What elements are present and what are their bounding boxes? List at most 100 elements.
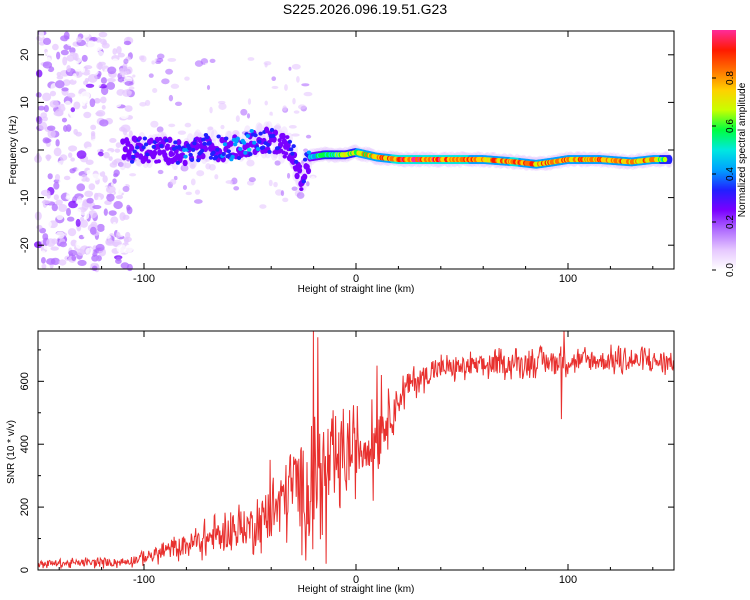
spectrogram-marks (33, 28, 674, 273)
noise-blob (119, 212, 126, 221)
noise-blob (68, 200, 78, 209)
ridge-core (175, 160, 181, 165)
ridge-core (273, 150, 279, 155)
noise-blob (64, 100, 72, 110)
ridge-core (127, 155, 132, 160)
ridge-outer (305, 167, 312, 175)
noise-blob (56, 211, 64, 221)
scatter-blob (284, 84, 288, 91)
scatter-blob (156, 53, 165, 60)
scatter-blob (303, 91, 313, 97)
ridge-core (277, 138, 282, 143)
noise-blob (56, 51, 61, 60)
ridge-outer (152, 149, 158, 157)
noise-blob (128, 130, 133, 138)
ridge-core (287, 139, 293, 144)
noise-blob (81, 54, 88, 62)
scatter-blob (177, 130, 187, 135)
ridge-core (168, 159, 173, 164)
noise-blob (88, 183, 96, 191)
noise-blob (47, 173, 53, 180)
ridge-core (260, 145, 266, 150)
scatter-blob (310, 175, 316, 182)
scatter-blob (247, 57, 255, 61)
scatter-blob (247, 98, 252, 105)
scatter-blob (220, 124, 225, 130)
noise-blob (98, 31, 108, 38)
ridge-core (222, 142, 228, 147)
noise-blob (56, 71, 62, 77)
noise-blob (109, 138, 117, 143)
noise-blob (43, 37, 52, 45)
noise-blob (67, 228, 77, 237)
noise-blob (113, 173, 119, 178)
spectrogram-xlabel: Height of straight line (km) (298, 284, 415, 295)
noise-blob (115, 195, 124, 200)
noise-blob (87, 73, 98, 83)
noise-blob (46, 154, 51, 162)
noise-blob (119, 112, 129, 119)
ridge-core (226, 149, 231, 154)
noise-blob (53, 63, 60, 69)
noise-blob (122, 198, 128, 204)
noise-blob (80, 67, 86, 73)
noise-blob (100, 96, 107, 104)
ridge-core (211, 150, 216, 155)
noise-blob (76, 36, 82, 43)
noise-blob (53, 194, 59, 201)
ridge-core (271, 133, 276, 138)
noise-blob (62, 56, 68, 66)
noise-blob (68, 145, 78, 152)
noise-blob (89, 68, 99, 76)
ridge-halo (210, 129, 218, 142)
noise-blob (112, 221, 117, 230)
ridge-core (131, 154, 136, 159)
noise-blob (126, 204, 131, 211)
scatter-blob (248, 177, 256, 183)
ridge-core (143, 142, 149, 147)
snr-series-line (37, 330, 675, 569)
noise-blob (63, 31, 70, 40)
noise-blob (75, 218, 81, 227)
y-tick-label: 600 (19, 372, 31, 390)
noise-blob (120, 222, 128, 230)
noise-blob (42, 92, 52, 102)
noise-blob (46, 125, 56, 131)
scatter-blob (271, 85, 279, 89)
ridge-core (159, 143, 164, 148)
noise-blob (101, 42, 110, 49)
noise-blob (114, 148, 121, 153)
scatter-blob (156, 57, 164, 63)
noise-blob (89, 98, 96, 108)
noise-blob (38, 139, 44, 144)
ridge-core (170, 152, 176, 157)
noise-blob (116, 46, 122, 55)
scatter-blob (282, 197, 289, 203)
noise-blob (112, 101, 122, 108)
scatter-blob (206, 85, 211, 90)
scatter-blob (189, 163, 196, 169)
noise-blob (41, 263, 47, 269)
noise-blob (61, 87, 69, 92)
colorbar-tick-label: 0.6 (725, 119, 736, 133)
scatter-blob (205, 163, 211, 170)
scatter-blob (194, 60, 204, 67)
noise-blob (37, 105, 45, 111)
scatter-blob (233, 186, 240, 191)
noise-blob (53, 147, 62, 157)
noise-blob (85, 83, 95, 88)
noise-blob (93, 192, 99, 201)
noise-blob (124, 231, 131, 239)
ridge-core (145, 152, 150, 157)
noise-blob (105, 59, 113, 65)
noise-blob (52, 43, 59, 51)
ridge-core (157, 136, 163, 141)
noise-blob (68, 249, 78, 256)
colorbar-gradient (712, 30, 736, 270)
scatter-blob (168, 94, 174, 102)
scatter-blob (296, 76, 300, 83)
ridge-core (208, 155, 214, 160)
noise-blob (110, 181, 119, 188)
noise-blob (35, 92, 42, 98)
